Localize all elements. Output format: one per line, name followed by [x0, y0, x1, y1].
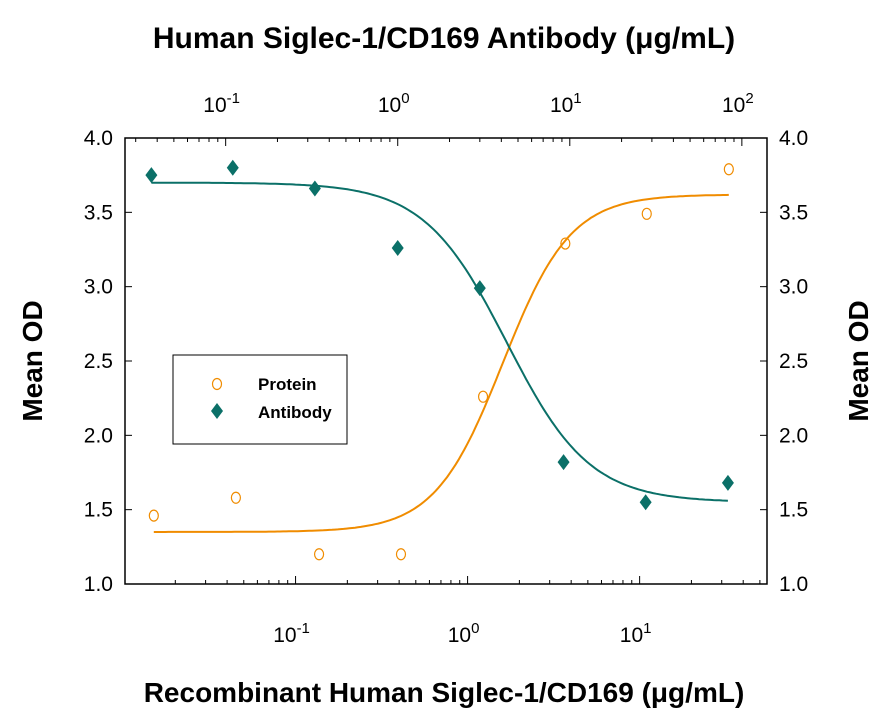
y-tick-label-right: 2.0: [779, 424, 808, 447]
y-tick-label-right: 4.0: [779, 127, 808, 150]
protein-point: [148, 509, 159, 522]
protein-point: [313, 548, 325, 561]
y-tick-label-left: 3.0: [84, 276, 113, 299]
antibody-point: [473, 280, 486, 297]
y-tick-label-right: 1.0: [779, 573, 808, 596]
y-tick-label-right: 3.5: [779, 201, 808, 224]
antibody-point: [721, 474, 734, 491]
bottom-x-tick-label: 100: [448, 620, 480, 647]
protein-point: [723, 163, 734, 176]
legend: Protein Antibody: [172, 354, 348, 445]
top-x-tick-label: 10-1: [203, 90, 240, 117]
legend-protein-marker: [211, 377, 223, 391]
top-x-tick-label: 101: [550, 90, 582, 117]
antibody-point: [145, 167, 158, 184]
y-tick-label-left: 1.5: [84, 499, 113, 522]
right-axis-title: Mean OD: [843, 300, 874, 421]
y-tick-label-left: 2.0: [84, 424, 113, 447]
antibody-point: [639, 494, 652, 511]
protein-point: [560, 237, 571, 250]
bottom-x-tick-label: 10-1: [273, 620, 310, 647]
protein-point: [477, 390, 489, 403]
bottom-x-tick-label: 101: [620, 620, 652, 647]
protein-point: [641, 207, 652, 220]
y-tick-label-right: 1.5: [779, 499, 808, 522]
antibody-point: [226, 159, 239, 176]
antibody-point: [391, 240, 404, 257]
left-axis-title: Mean OD: [17, 300, 48, 421]
y-tick-label-left: 4.0: [84, 127, 113, 150]
legend-box: [172, 354, 348, 445]
top-x-tick-label: 102: [722, 90, 754, 117]
antibody-point: [557, 454, 570, 471]
y-tick-label-right: 2.5: [779, 350, 808, 373]
legend-antibody-marker: [211, 403, 223, 419]
top-x-tick-label: 100: [378, 90, 410, 117]
y-tick-label-right: 3.0: [779, 276, 808, 299]
protein-fit-curve: [153, 193, 729, 533]
y-tick-label-left: 2.5: [84, 350, 113, 373]
legend-protein-label: Protein: [258, 375, 317, 394]
top-axis-title: Human Siglec-1/CD169 Antibody (μg/mL): [153, 22, 735, 55]
y-tick-label-left: 3.5: [84, 201, 113, 224]
protein-point: [230, 491, 241, 504]
y-tick-label-left: 1.0: [84, 573, 113, 596]
legend-antibody-label: Antibody: [258, 403, 332, 422]
bottom-axis-title: Recombinant Human Siglec-1/CD169 (μg/mL): [144, 677, 745, 708]
antibody-fit-curve: [151, 181, 728, 502]
protein-point: [395, 548, 407, 561]
antibody-point: [308, 180, 321, 197]
